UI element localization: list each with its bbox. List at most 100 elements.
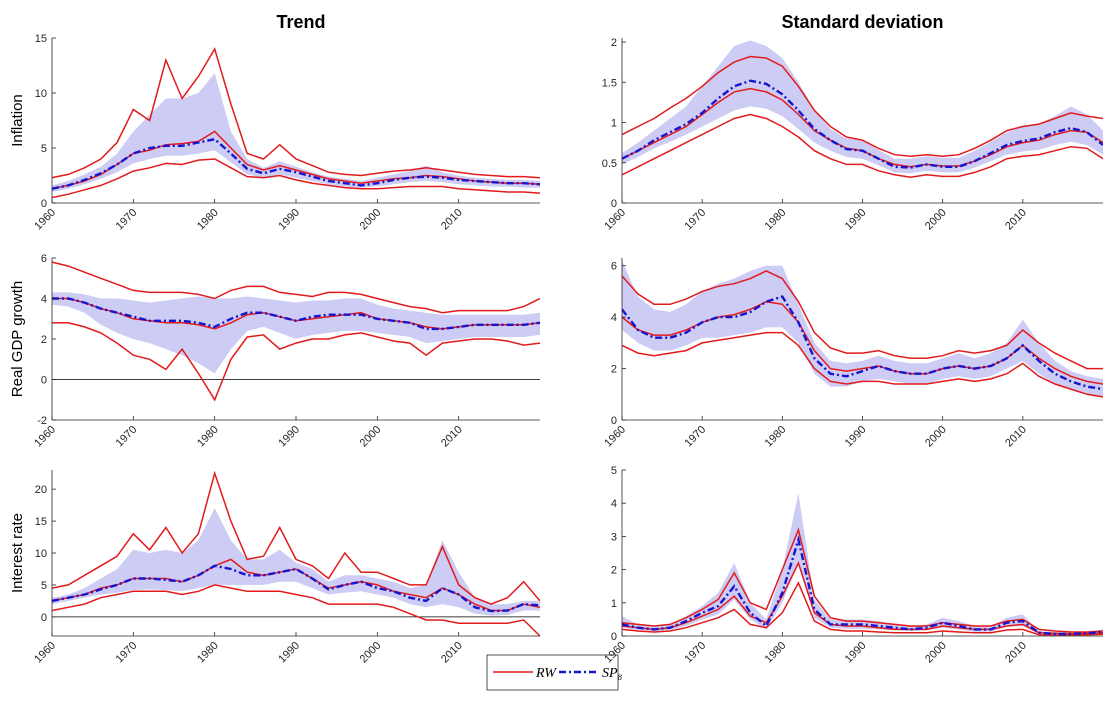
x-tick-label: 2010 [439,207,465,233]
y-tick-label: 5 [41,143,47,155]
y-tick-label: 2 [41,334,47,346]
y-tick-label: 5 [611,465,617,477]
x-tick-label: 1970 [114,424,140,450]
panel-title: Trend [276,12,325,32]
band-area [52,508,540,616]
y-tick-label: 15 [35,516,47,528]
y-tick-label: 1 [611,118,617,130]
band-line [52,470,540,605]
plot-area [622,493,1103,636]
series-line [52,137,540,190]
y-tick-label: 4 [41,294,47,306]
x-tick-label: 1990 [843,424,869,450]
band-area [622,40,1103,174]
y-tick-label: 0 [611,415,617,427]
plot-area [622,40,1103,178]
band-area [622,493,1103,635]
y-tick-label: 1.5 [602,77,617,89]
y-axis-label: Real GDP growth [9,281,26,397]
legend-label: SP₈ [602,666,623,681]
x-tick-label: 1960 [32,640,58,666]
x-tick-label: 2000 [358,424,384,450]
plot-area [52,470,540,637]
y-tick-label: 0 [611,198,617,210]
x-tick-label: 1990 [276,640,302,666]
plot-area [52,261,540,402]
y-tick-label: -2 [37,415,47,427]
panel: 0 5 10 15 20 1960 1970 1980 1990 2000 2010 Interest… [9,470,540,665]
x-tick-label: 1960 [32,424,58,450]
x-tick-label: 2010 [1003,207,1029,233]
series-line [52,564,540,613]
y-axis-label: Inflation [9,94,26,147]
x-tick-label: 2010 [1003,424,1029,450]
band-line [622,581,1103,636]
band-line [52,158,540,199]
y-tick-label: 0 [41,198,47,210]
band-line [622,331,1103,398]
x-tick-label: 2000 [923,207,949,233]
y-tick-label: 0 [41,612,47,624]
y-tick-label: 20 [35,484,47,496]
panel-title: Standard deviation [781,12,943,32]
x-tick-label: 1980 [195,424,221,450]
x-tick-label: 1980 [763,424,789,450]
band-line [622,270,1103,370]
x-tick-label: 1980 [763,640,789,666]
panel: 0 5 10 15 1960 1970 1980 1990 2000 2010 Trend Infla… [9,12,540,232]
band-line [52,322,540,402]
x-tick-label: 1970 [682,424,708,450]
x-tick-label: 1980 [195,207,221,233]
series-line [622,79,1103,169]
x-tick-label: 2000 [923,640,949,666]
y-tick-label: 1 [611,598,617,610]
plot-area [622,260,1103,398]
y-tick-label: 5 [41,580,47,592]
band-line [622,527,1103,633]
y-tick-label: 6 [611,261,617,273]
panel: 0 0.5 1 1.5 2 1960 1970 1980 1990 2000 2010 Standar… [602,12,1103,232]
x-tick-label: 1970 [114,207,140,233]
series-line [622,560,1103,635]
x-tick-label: 1980 [195,640,221,666]
y-tick-label: 4 [611,498,617,510]
legend-label: RW [535,666,557,681]
x-tick-label: 1960 [32,207,58,233]
y-tick-label: 0.5 [602,158,617,170]
band-line [622,113,1103,178]
x-tick-label: 1980 [763,207,789,233]
y-tick-label: 2 [611,364,617,376]
band-area [52,292,540,374]
legend: RW SP₈ [486,654,623,691]
plot-area [52,47,540,199]
series-line [622,295,1103,391]
x-tick-label: 1970 [682,207,708,233]
panel: -2 0 2 4 6 1960 1970 1980 1990 2000 2010 Real GDP g… [9,253,540,449]
y-tick-label: 10 [35,88,47,100]
x-tick-label: 1990 [276,424,302,450]
y-tick-label: 10 [35,548,47,560]
y-tick-label: 0 [41,375,47,387]
band-line [52,47,540,179]
x-tick-label: 2010 [439,640,465,666]
x-tick-label: 2000 [358,207,384,233]
y-tick-label: 3 [611,531,617,543]
series-line [622,535,1103,636]
band-line [622,55,1103,158]
x-tick-label: 1990 [843,640,869,666]
x-tick-label: 1970 [682,640,708,666]
y-tick-label: 0 [611,631,617,643]
band-area [622,260,1103,397]
x-tick-label: 2010 [1003,640,1029,666]
x-tick-label: 1970 [114,640,140,666]
x-tick-label: 2000 [358,640,384,666]
series-line [52,297,540,331]
y-tick-label: 4 [611,312,617,324]
y-tick-label: 2 [611,37,617,49]
y-tick-label: 2 [611,565,617,577]
x-tick-label: 1960 [602,207,628,233]
y-axis-label: Interest rate [9,513,26,593]
band-line [52,261,540,314]
